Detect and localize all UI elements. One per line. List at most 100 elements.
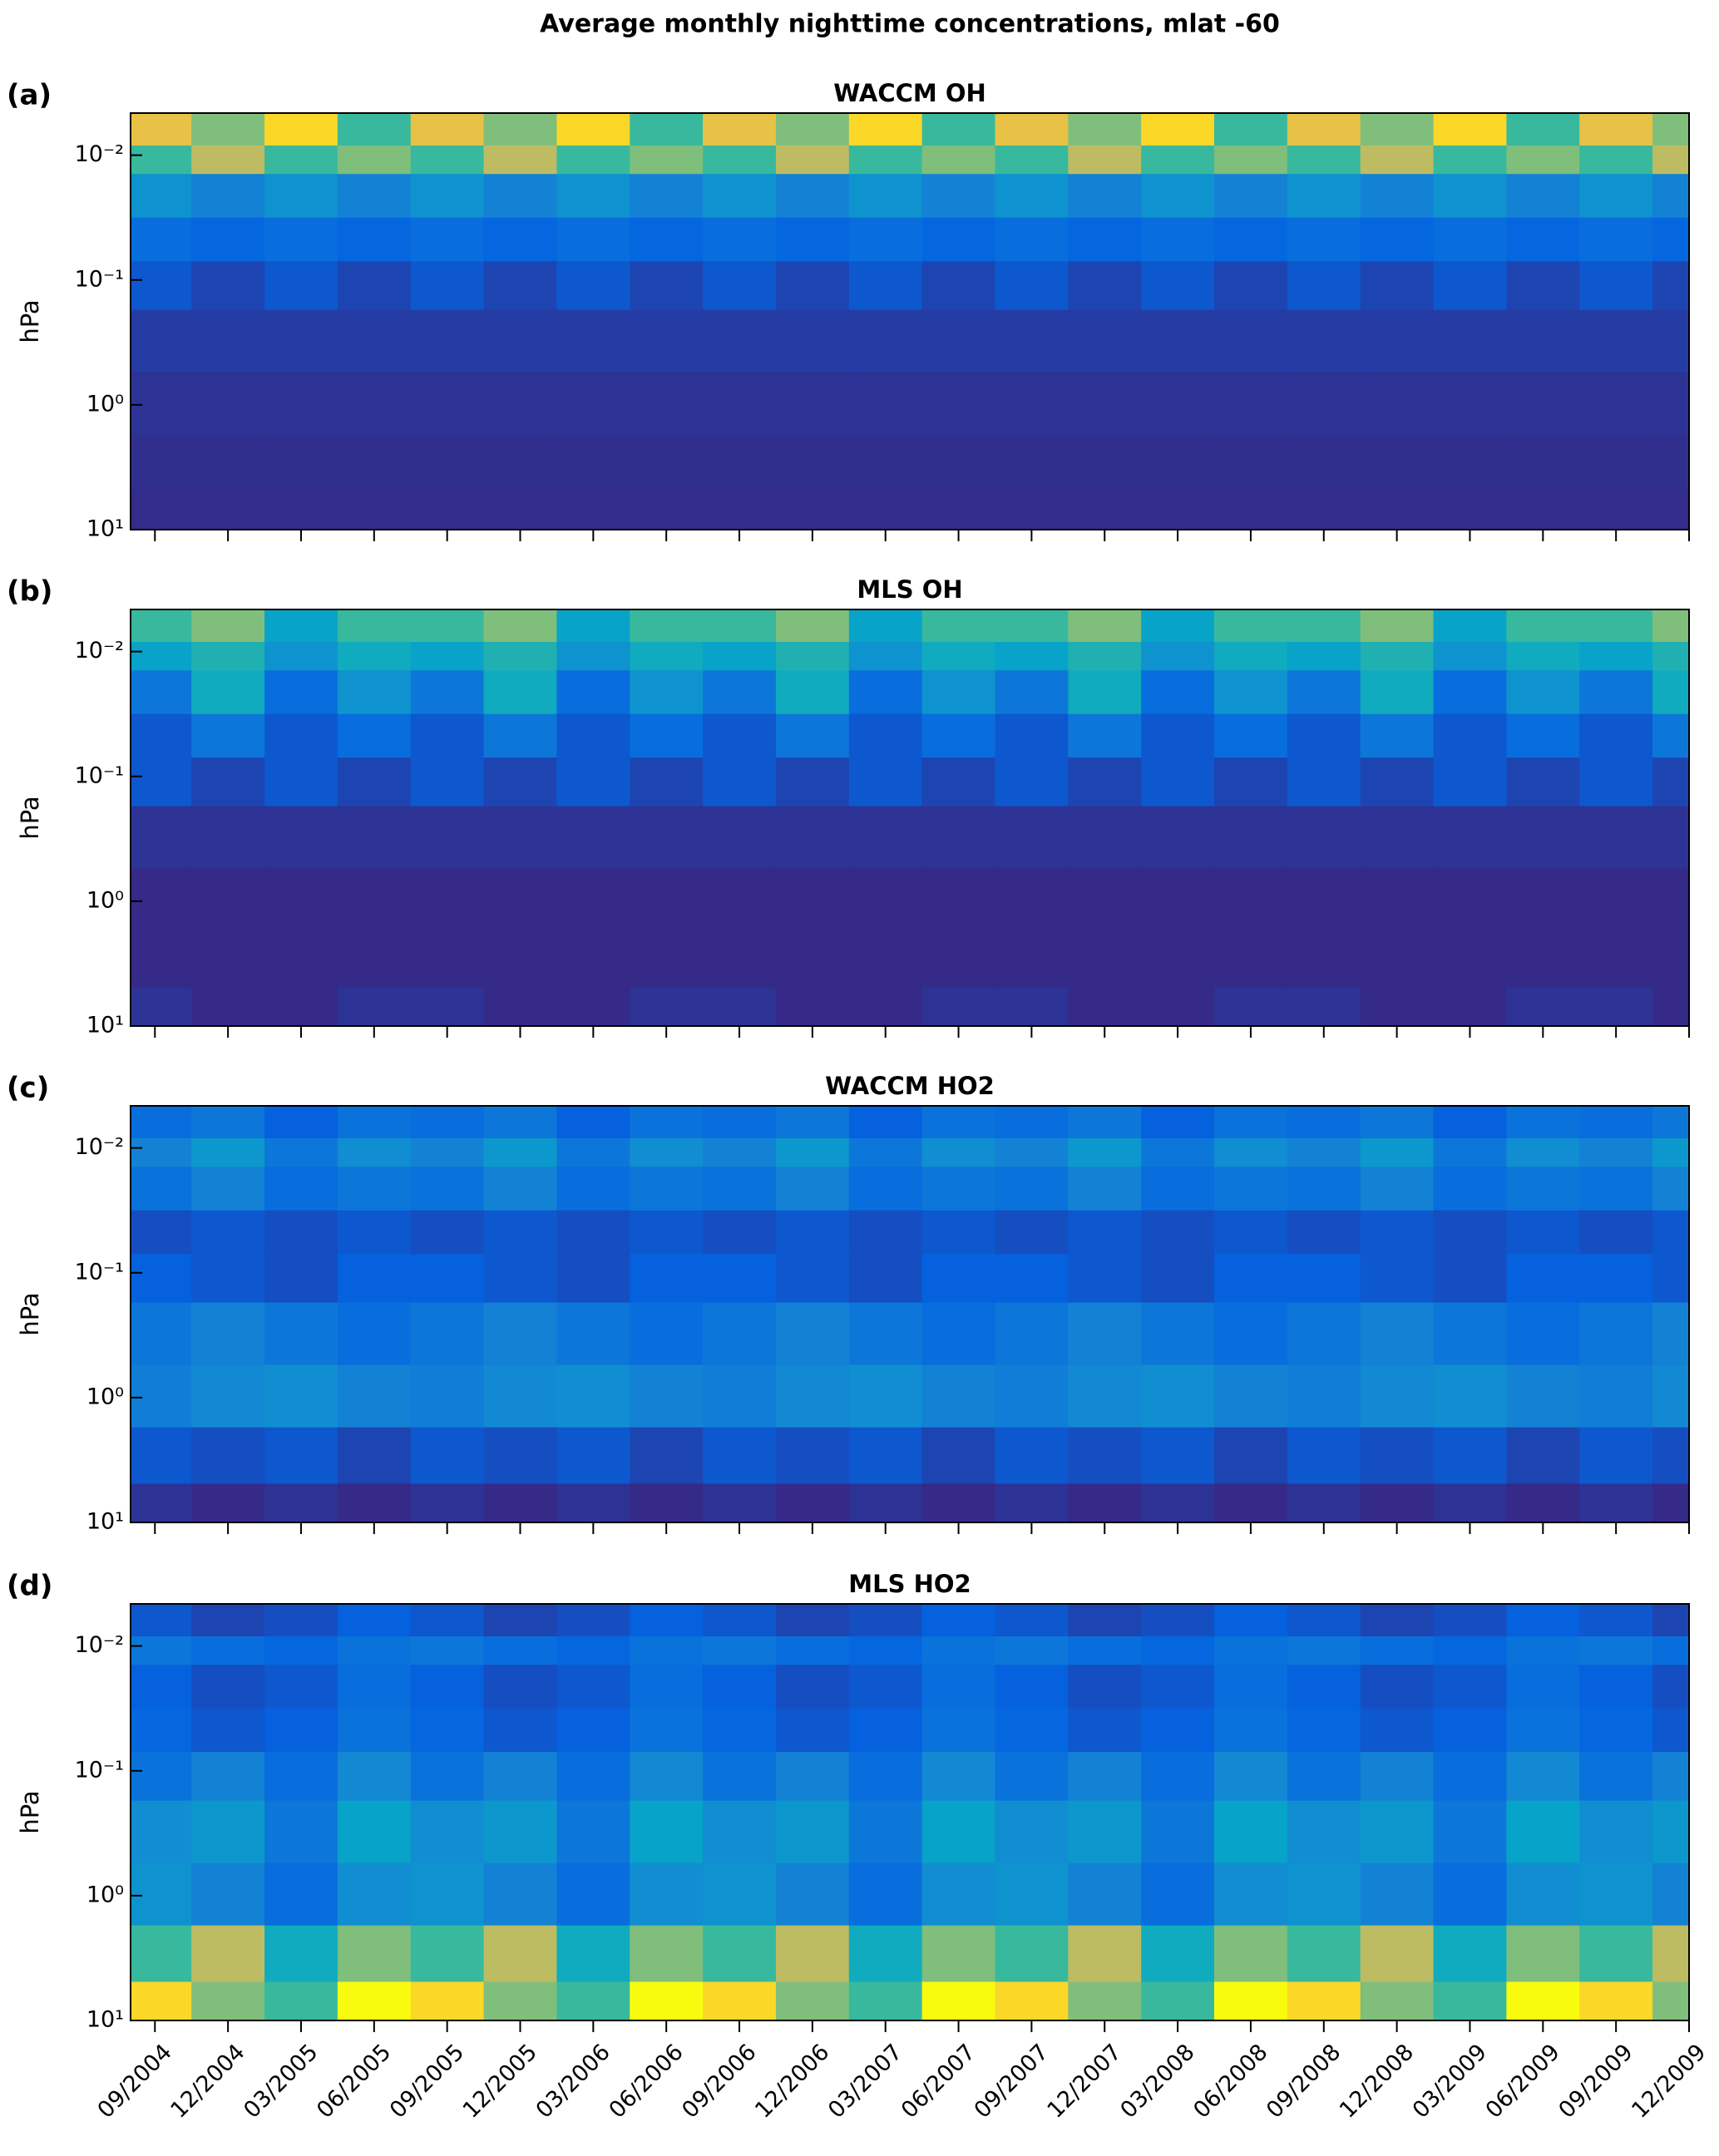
contour-cell [337,609,412,643]
contour-cell [703,434,777,491]
contour-cell [1068,174,1142,219]
contour-cell [337,713,412,758]
contour-cell [775,987,850,1027]
contour-cell [1360,1427,1435,1484]
contour-cell [848,217,923,262]
contour-cell [191,1708,265,1753]
contour-cell [1360,987,1435,1027]
contour-cell [556,1800,630,1864]
contour-cell [1652,1981,1690,2021]
contour-cell [848,1800,923,1864]
contour-cell [131,1483,192,1523]
contour-cell [1360,491,1435,530]
contour-cell [775,146,850,175]
contour-cell [556,372,630,436]
contour-cell [1068,757,1142,807]
contour-cell [1141,1483,1215,1523]
contour-cell [556,113,630,146]
contour-cell [1652,1636,1690,1665]
x-tick-label: 03/2007 [823,2040,907,2124]
contour-cell [1214,1302,1288,1366]
contour-cell [131,491,192,530]
contour-cell [1652,491,1690,530]
x-tick-label: 12/2005 [458,2040,542,2124]
contour-cell [1506,261,1580,311]
contour-cell [1506,1427,1580,1484]
contour-cell [1652,174,1690,219]
contour-cell [1579,757,1653,807]
contour-cell [1068,806,1142,870]
contour-cell [630,434,704,491]
contour-cell [1506,1106,1580,1139]
contour-cell [775,1302,850,1366]
contour-cell [131,217,192,262]
contour-cell [1287,1665,1361,1710]
contour-cell [848,309,923,373]
contour-cell [556,713,630,758]
contour-cell [1360,1106,1435,1139]
contour-cell [1652,1138,1690,1167]
contour-cell [1287,1925,1361,1982]
contour-cell [848,113,923,146]
contour-cell [191,1138,265,1167]
contour-cell [995,113,1069,146]
y-axis-label: hPa [16,299,44,343]
contour-cell [131,713,192,758]
contour-cell [995,987,1069,1027]
contour-cell [1141,1604,1215,1637]
contour-cell [630,1302,704,1366]
contour-cell [921,261,995,311]
contour-cell [921,609,995,643]
contour-cell [131,1427,192,1484]
contour-cell [703,1106,777,1139]
contour-cell [191,372,265,436]
contour-cell [337,757,412,807]
contour-cell [848,372,923,436]
contour-cell [1506,1708,1580,1753]
contour-cell [1141,261,1215,311]
contour-cell [775,1483,850,1523]
contour-cell [921,1665,995,1710]
contour-cell [131,868,192,932]
contour-cell [1214,1636,1288,1665]
contour-cell [1141,1210,1215,1255]
contour-cell [337,1138,412,1167]
contour-cell [995,1925,1069,1982]
contour-cell [703,1604,777,1637]
contour-cell [1141,1708,1215,1753]
contour-cell [1287,1254,1361,1304]
contour-cell [921,757,995,807]
panel-title: WACCM OH [833,79,986,107]
contour-cell [921,1981,995,2021]
panel-label: (a) [7,79,52,112]
contour-cell [921,434,995,491]
contour-cell [264,1210,338,1255]
contour-cell [1141,868,1215,932]
contour-cell [995,1665,1069,1710]
x-tick-label: 12/2006 [750,2040,834,2124]
contour-cell [1506,806,1580,870]
contour-cell [337,1636,412,1665]
contour-cell [1433,1981,1507,2021]
contour-cell [1579,1752,1653,1802]
contour-cell [775,713,850,758]
contour-cell [1360,713,1435,758]
contour-cell [630,146,704,175]
contour-cell [1068,1254,1142,1304]
contour-cell [483,670,557,715]
contour-cell [337,987,412,1027]
contour-cell [1433,1925,1507,1982]
contour-cell [556,1138,630,1167]
contour-cell [1506,1138,1580,1167]
contour-cell [1433,1254,1507,1304]
contour-cell [1068,1752,1142,1802]
contour-cell [191,757,265,807]
contour-cell [1433,491,1507,530]
contour-cell [556,987,630,1027]
contour-cell [775,1427,850,1484]
contour-cell [1433,806,1507,870]
contour-cell [1433,757,1507,807]
contour-cell [995,1604,1069,1637]
contour-cell [337,434,412,491]
contour-cell [1433,1636,1507,1665]
